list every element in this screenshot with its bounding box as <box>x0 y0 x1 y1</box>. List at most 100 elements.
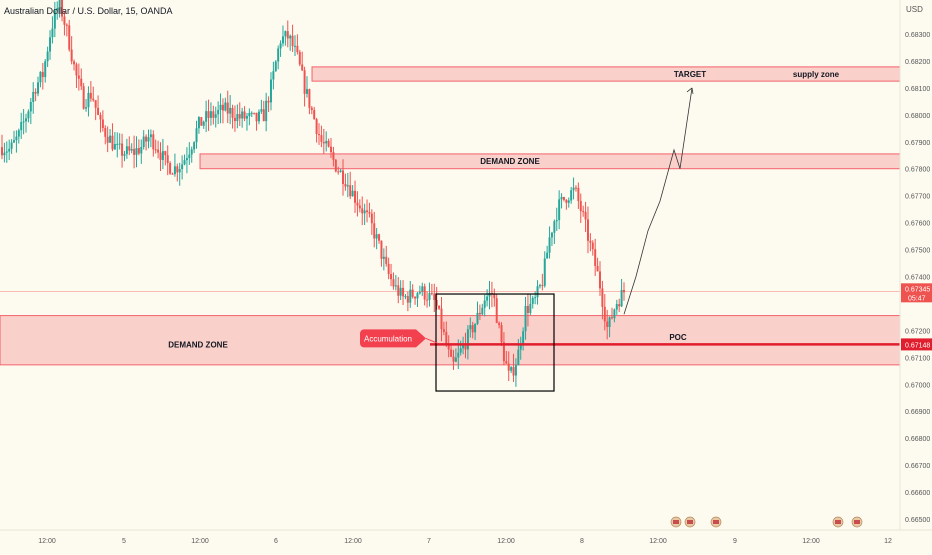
y-tick-label: 0.66700 <box>905 463 930 470</box>
candle-body <box>121 143 124 156</box>
candle-body <box>481 307 484 315</box>
candle-body <box>104 128 107 137</box>
candle-body <box>361 208 364 214</box>
candle-body <box>77 75 80 79</box>
candle-body <box>281 36 284 44</box>
y-tick-label: 0.67800 <box>905 167 930 174</box>
candle-body <box>464 344 467 350</box>
candle-body <box>185 158 188 161</box>
y-tick-label: 0.68100 <box>905 86 930 93</box>
candle-body <box>207 111 210 118</box>
candle-body <box>39 71 42 83</box>
economic-event-icon[interactable] <box>684 516 696 528</box>
candle-body <box>133 148 136 155</box>
candle-body <box>613 309 616 319</box>
candle-body <box>130 148 133 151</box>
candle-body <box>219 104 222 110</box>
y-tick-label: 0.68000 <box>905 113 930 120</box>
demand-zone-1 <box>199 153 901 170</box>
candle-body <box>385 256 388 264</box>
candle-body <box>519 345 522 350</box>
economic-event-icon[interactable] <box>851 516 863 528</box>
candle-body <box>428 293 431 300</box>
candle-body <box>20 122 23 131</box>
candle-body <box>560 196 563 200</box>
candle-body <box>565 199 568 203</box>
y-axis-unit: USD <box>906 5 923 14</box>
candle-body <box>598 271 601 289</box>
candle-body <box>301 64 304 71</box>
candle-body <box>498 322 501 326</box>
candle-body <box>1 147 3 156</box>
candle-body <box>577 187 580 201</box>
poc-price-tag-value: 0.67148 <box>905 342 930 349</box>
candle-body <box>82 86 85 109</box>
candle-body <box>414 296 417 299</box>
candle-body <box>502 342 505 362</box>
candle-body <box>169 163 172 174</box>
candle-body <box>325 140 328 144</box>
candle-body <box>34 91 37 94</box>
economic-event-icon[interactable] <box>710 516 722 528</box>
candle-body <box>445 331 448 345</box>
economic-event-icon[interactable] <box>832 516 844 528</box>
y-tick-label: 0.68300 <box>905 32 930 39</box>
candle-body <box>474 323 477 333</box>
candle-body <box>594 249 597 266</box>
candle-body <box>250 112 253 114</box>
candle-body <box>37 82 40 94</box>
candle-body <box>51 28 54 38</box>
x-tick-label: 6 <box>274 538 278 545</box>
candle-body <box>221 104 224 111</box>
candle-body <box>435 299 438 306</box>
candle-body <box>188 154 191 159</box>
candle-body <box>601 288 604 307</box>
candle-body <box>586 219 589 241</box>
candle-body <box>15 136 18 141</box>
economic-event-icon[interactable] <box>670 516 682 528</box>
candle-body <box>543 258 546 286</box>
candle-body <box>342 170 345 184</box>
candle-body <box>514 365 517 376</box>
candle-body <box>87 92 90 108</box>
candle-body <box>267 100 270 103</box>
x-tick-label: 9 <box>733 538 737 545</box>
candle-body <box>224 102 227 111</box>
candle-body <box>469 325 472 330</box>
candle-body <box>286 31 289 39</box>
candle-body <box>238 114 241 119</box>
y-tick-label: 0.66500 <box>905 517 930 524</box>
y-tick-label: 0.67100 <box>905 355 930 362</box>
candle-body <box>101 119 104 129</box>
candle-body <box>27 111 30 119</box>
candle-body <box>159 152 162 160</box>
candle-body <box>596 265 599 272</box>
candle-body <box>534 297 537 299</box>
candle-body <box>226 102 229 114</box>
candle-body <box>303 70 306 94</box>
candle-body <box>471 325 474 333</box>
candle-body <box>197 117 200 129</box>
candle-body <box>478 312 481 315</box>
overlay-layer: TARGET supply zone DEMAND ZONE DEMAND ZONE P… <box>0 70 900 392</box>
candle-body <box>452 356 455 362</box>
candle-body <box>142 136 145 148</box>
candle-body <box>193 142 196 150</box>
candle-body <box>149 134 152 138</box>
candle-body <box>570 190 573 201</box>
candle-body <box>608 317 611 328</box>
candle-body <box>89 92 92 99</box>
candle-body <box>546 252 549 259</box>
candle-body <box>202 121 205 126</box>
candle-body <box>344 183 347 187</box>
candle-body <box>85 107 88 109</box>
y-tick-label: 0.67400 <box>905 275 930 282</box>
y-axis-background <box>900 0 932 550</box>
candle-body <box>582 211 585 213</box>
candle-body <box>615 304 618 310</box>
accumulation-label: Accumulation <box>364 334 412 343</box>
candle-body <box>236 114 239 122</box>
candle-body <box>541 285 544 287</box>
